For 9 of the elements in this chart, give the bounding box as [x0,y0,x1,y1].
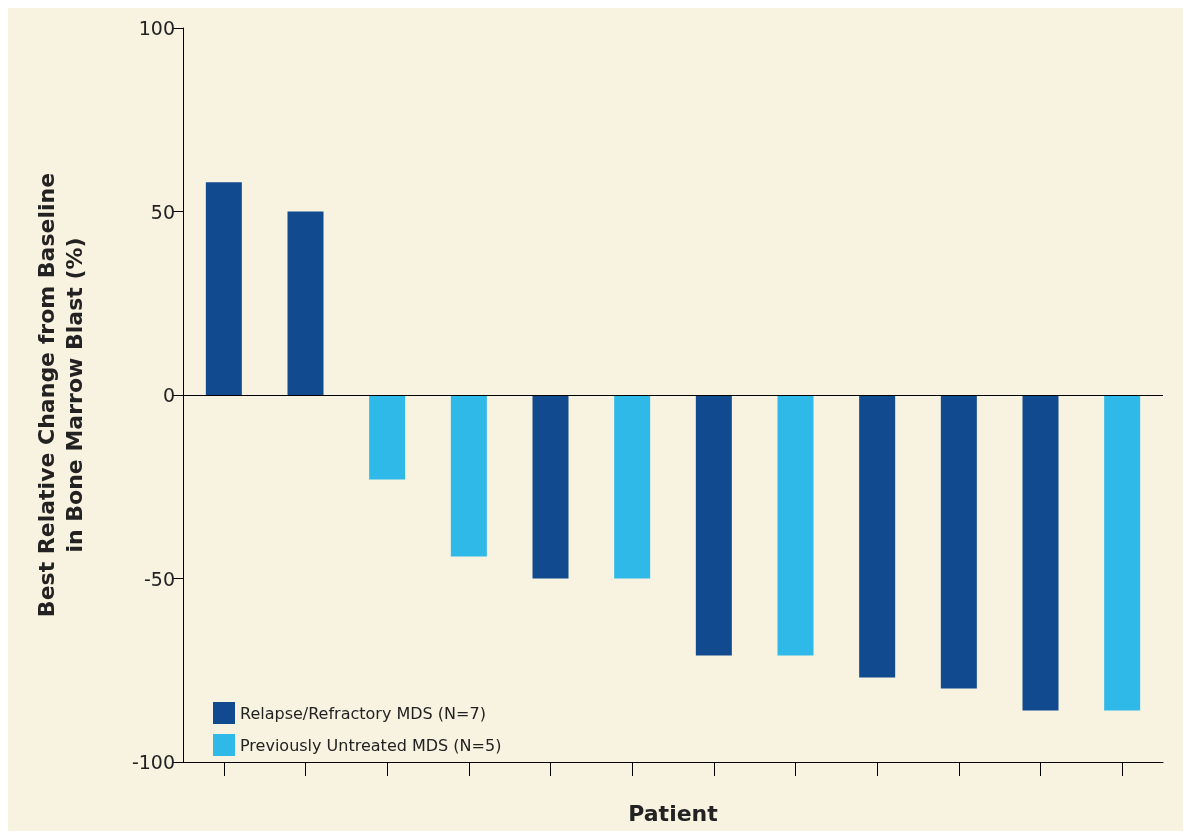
y-tick-label: -50 [143,567,175,590]
x-axis-title: Patient [628,800,719,826]
y-tick-label: 0 [162,384,175,406]
legend-label: Previously Untreated MDS (N=5) [240,735,502,755]
y-tick-label: 100 [138,17,175,39]
y-axis-title: Best Relative Change from Baseline in Bone Marrow Blast (%) [33,172,87,618]
y-tick-label: -100 [131,751,175,773]
legend-label: Relapse/Refractory MDS (N=7) [240,703,486,723]
y-tick-label: 50 [150,200,175,223]
